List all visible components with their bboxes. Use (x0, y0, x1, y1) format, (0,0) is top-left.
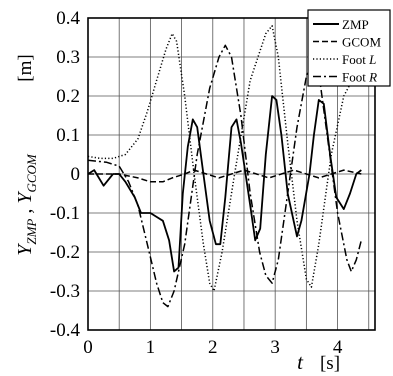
y-tick-label: 0.2 (56, 86, 80, 107)
y-axis-unit: [m] (15, 54, 36, 81)
legend-box (307, 9, 391, 87)
legend-label: Foot L (342, 52, 376, 67)
x-tick-label: 1 (146, 337, 156, 358)
y-tick-label: 0.4 (56, 8, 80, 29)
tick-labels: 0.40.30.20.10-0.1-0.2-0.3-0.40 1 2 3 4 (50, 8, 343, 358)
y-tick-label: 0.1 (56, 125, 80, 146)
series-line-zmp (87, 95, 362, 273)
x-tick-label: 0 (83, 337, 93, 358)
svg-text:YZMP , YGCOM: YZMP , YGCOM (14, 153, 39, 256)
y-axis-label: YZMP , YGCOM (14, 153, 39, 256)
series-layer (87, 25, 363, 308)
y-tick-label: -0.3 (50, 281, 80, 302)
legend-label: GCOM (342, 35, 381, 50)
y-tick-label: -0.2 (50, 242, 80, 263)
svg-text:[m]: [m] (15, 54, 36, 81)
x-tick-label: 4 (333, 337, 343, 358)
y-tick-label: -0.4 (50, 320, 81, 341)
series-line-foot-r (87, 44, 363, 308)
legend-label: ZMP (342, 17, 369, 32)
x-tick-label: 2 (208, 337, 218, 358)
y-tick-label: -0.1 (50, 203, 80, 224)
legend-label: Foot R (342, 70, 377, 85)
series-line-gcom (88, 169, 362, 183)
legend: ZMP GCOM Foot L Foot R (307, 9, 391, 87)
plot-frame (87, 17, 376, 331)
x-axis-unit: [s] (320, 353, 340, 374)
y-tick-label: 0.3 (56, 47, 80, 68)
series-line-foot-l (87, 25, 362, 292)
x-axis-label: t (297, 350, 304, 374)
x-tick-label: 3 (270, 337, 280, 358)
y-tick-label: 0 (71, 164, 81, 185)
